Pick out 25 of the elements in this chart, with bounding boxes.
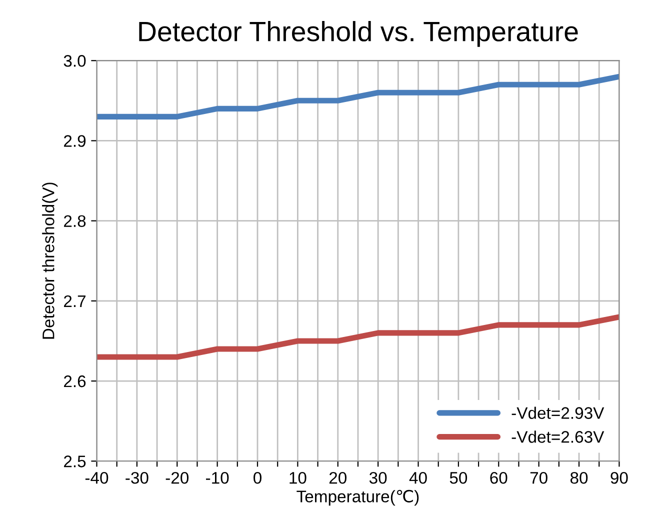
y-tick-label: 2.5 (64, 456, 86, 468)
x-tick-label: 0 (254, 472, 262, 484)
y-tick-label: 2.8 (64, 215, 86, 228)
y-tick-label: 3.0 (64, 55, 86, 67)
y-tick-label: 2.6 (64, 375, 86, 388)
x-axis-title: Temperature(℃) (296, 490, 419, 506)
x-tick-label: -20 (166, 472, 189, 484)
x-tick-label: 30 (369, 472, 387, 484)
x-tick-label: -10 (206, 472, 229, 484)
chart-title: Detector Threshold vs. Temperature (139, 21, 578, 47)
y-axis-title: Detector threshold(V) (42, 182, 58, 339)
x-tick-label: 70 (530, 472, 548, 484)
x-tick-label: -40 (85, 472, 108, 484)
x-tick-label: 80 (570, 472, 588, 484)
y-tick-label: 2.7 (64, 295, 86, 307)
x-tick-label: -30 (126, 472, 148, 484)
x-tick-label: 90 (610, 472, 628, 484)
x-tick-label: 60 (490, 472, 508, 484)
y-tick-label: 2.9 (64, 135, 86, 147)
x-tick-label: 10 (290, 472, 306, 484)
x-tick-label: 40 (409, 472, 427, 484)
legend-label: -Vdet=2.63V (512, 430, 604, 443)
x-tick-label: 20 (329, 472, 346, 484)
x-tick-label: 50 (450, 472, 468, 484)
legend-label: -Vdet=2.93V (512, 406, 604, 419)
